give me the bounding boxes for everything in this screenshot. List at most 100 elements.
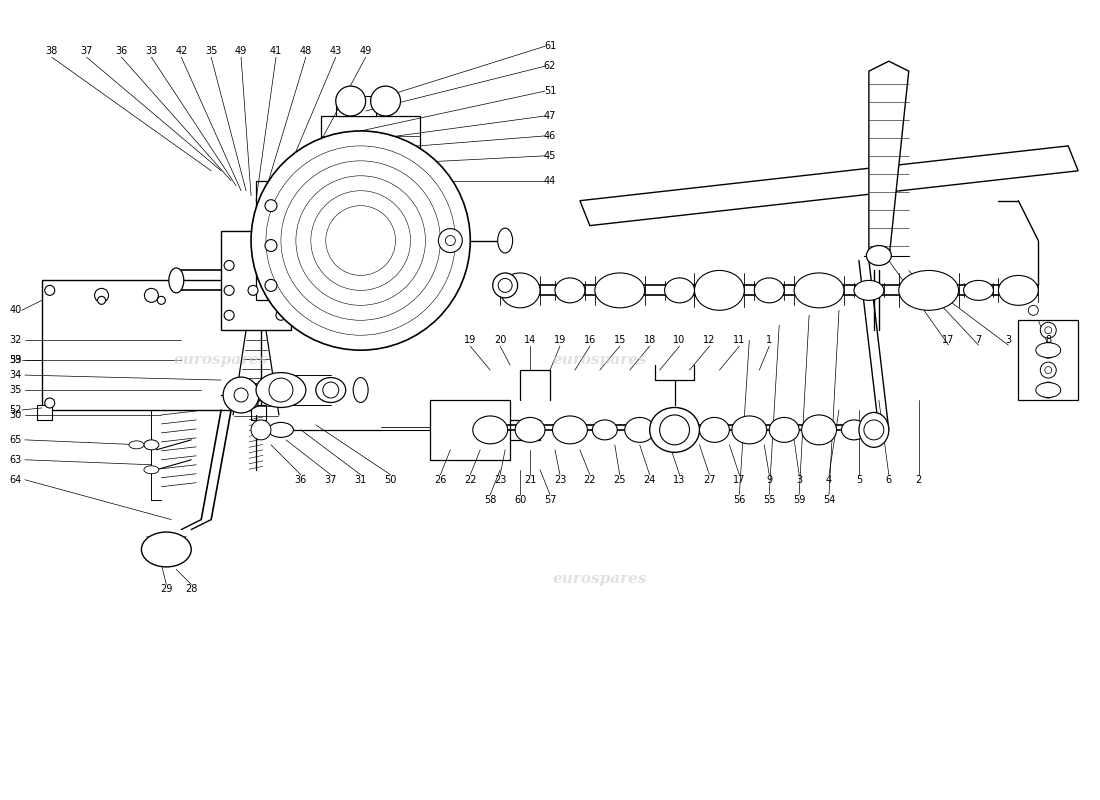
Text: 26: 26 — [434, 474, 447, 485]
Text: 48: 48 — [299, 46, 312, 56]
Ellipse shape — [129, 441, 144, 449]
Ellipse shape — [802, 415, 836, 445]
Bar — [36, 405, 52, 420]
Circle shape — [224, 261, 234, 270]
Ellipse shape — [899, 270, 958, 310]
Text: 10: 10 — [673, 335, 685, 346]
Text: 33: 33 — [145, 46, 157, 56]
Ellipse shape — [268, 422, 294, 438]
Circle shape — [265, 200, 277, 212]
Text: 40: 40 — [10, 306, 22, 315]
Text: 18: 18 — [644, 335, 656, 346]
Text: 17: 17 — [943, 335, 955, 346]
Circle shape — [45, 398, 55, 408]
Text: 23: 23 — [553, 474, 566, 485]
Ellipse shape — [500, 273, 540, 308]
Text: 3: 3 — [1005, 335, 1012, 346]
Text: 19: 19 — [553, 335, 566, 346]
Ellipse shape — [794, 273, 844, 308]
Circle shape — [322, 382, 339, 398]
Circle shape — [223, 377, 258, 413]
Text: 12: 12 — [703, 335, 716, 346]
Text: 21: 21 — [524, 474, 537, 485]
Ellipse shape — [493, 273, 518, 298]
Text: 61: 61 — [543, 42, 557, 51]
Circle shape — [1041, 382, 1056, 398]
Circle shape — [234, 388, 249, 402]
Text: eurospares: eurospares — [552, 572, 647, 586]
Circle shape — [660, 415, 690, 445]
Text: 63: 63 — [10, 454, 22, 465]
Circle shape — [265, 279, 277, 291]
Ellipse shape — [251, 420, 271, 440]
Circle shape — [251, 131, 471, 350]
Circle shape — [1041, 322, 1056, 338]
Circle shape — [45, 286, 55, 295]
Text: 39: 39 — [10, 355, 22, 365]
Circle shape — [1045, 366, 1052, 374]
Text: eurospares: eurospares — [174, 353, 268, 367]
Text: 62: 62 — [543, 61, 557, 71]
Text: 30: 30 — [10, 410, 22, 420]
Text: 31: 31 — [354, 474, 366, 485]
Polygon shape — [869, 61, 909, 261]
Text: 42: 42 — [175, 46, 187, 56]
Ellipse shape — [595, 273, 645, 308]
Text: 14: 14 — [524, 335, 536, 346]
Circle shape — [296, 176, 426, 306]
Circle shape — [98, 296, 106, 304]
Text: 52: 52 — [9, 405, 22, 415]
Text: 50: 50 — [384, 474, 397, 485]
Text: 17: 17 — [734, 474, 746, 485]
Text: 44: 44 — [543, 176, 557, 186]
Text: 65: 65 — [10, 435, 22, 445]
Text: 41: 41 — [270, 46, 282, 56]
Text: 19: 19 — [464, 335, 476, 346]
Ellipse shape — [142, 532, 191, 567]
Ellipse shape — [999, 275, 1038, 306]
Circle shape — [144, 288, 158, 302]
Circle shape — [1028, 306, 1038, 315]
Text: 37: 37 — [80, 46, 92, 56]
Bar — [251, 405, 266, 420]
Text: 16: 16 — [584, 335, 596, 346]
Circle shape — [439, 229, 462, 253]
Text: 6: 6 — [886, 474, 892, 485]
Ellipse shape — [168, 268, 184, 293]
Text: 36: 36 — [116, 46, 128, 56]
Circle shape — [266, 146, 455, 335]
Circle shape — [276, 261, 286, 270]
Ellipse shape — [353, 378, 369, 402]
Circle shape — [336, 86, 365, 116]
Text: 34: 34 — [10, 370, 22, 380]
Text: 35: 35 — [10, 385, 22, 395]
Text: 1: 1 — [767, 335, 772, 346]
Text: 5: 5 — [856, 474, 862, 485]
Text: 32: 32 — [10, 335, 22, 346]
Ellipse shape — [316, 378, 345, 402]
Circle shape — [1045, 346, 1052, 354]
Text: 57: 57 — [543, 494, 557, 505]
Ellipse shape — [473, 416, 507, 444]
Text: 36: 36 — [295, 474, 307, 485]
Circle shape — [224, 310, 234, 320]
Text: 55: 55 — [763, 494, 776, 505]
Text: 59: 59 — [793, 494, 805, 505]
Bar — [430, 400, 510, 460]
Text: 49: 49 — [235, 46, 248, 56]
Bar — [42, 281, 261, 410]
Circle shape — [1041, 342, 1056, 358]
Ellipse shape — [650, 407, 700, 452]
Text: 46: 46 — [543, 131, 557, 141]
Circle shape — [1045, 386, 1052, 394]
Circle shape — [498, 278, 513, 292]
Circle shape — [276, 286, 286, 295]
Text: 45: 45 — [543, 151, 557, 161]
Ellipse shape — [769, 418, 799, 442]
Ellipse shape — [256, 373, 306, 407]
Text: 47: 47 — [543, 111, 557, 121]
Ellipse shape — [842, 420, 867, 440]
Text: 22: 22 — [464, 474, 476, 485]
Circle shape — [280, 161, 440, 320]
Circle shape — [311, 190, 410, 290]
